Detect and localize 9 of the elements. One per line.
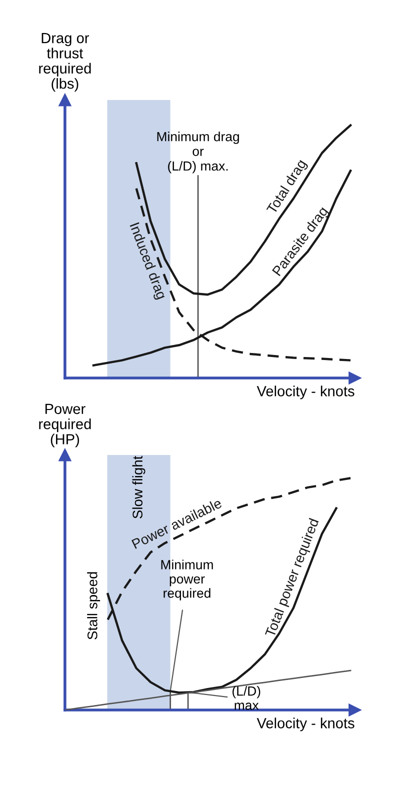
x-axis-title: Velocity - knots xyxy=(256,386,354,400)
annotation: Minimum power required xyxy=(161,560,213,600)
y-axis-title: Power required (HP) xyxy=(39,404,91,448)
x-axis-title: Velocity - knots xyxy=(256,718,354,732)
annotation: Minimum drag or (L/D) max. xyxy=(157,132,239,174)
y-axis-title: Drag or thrust required (lbs) xyxy=(39,33,91,92)
annotation: (L/D) max xyxy=(232,686,260,710)
annotation: Stall speed xyxy=(87,572,100,640)
annotation: Slow flight xyxy=(132,456,146,518)
